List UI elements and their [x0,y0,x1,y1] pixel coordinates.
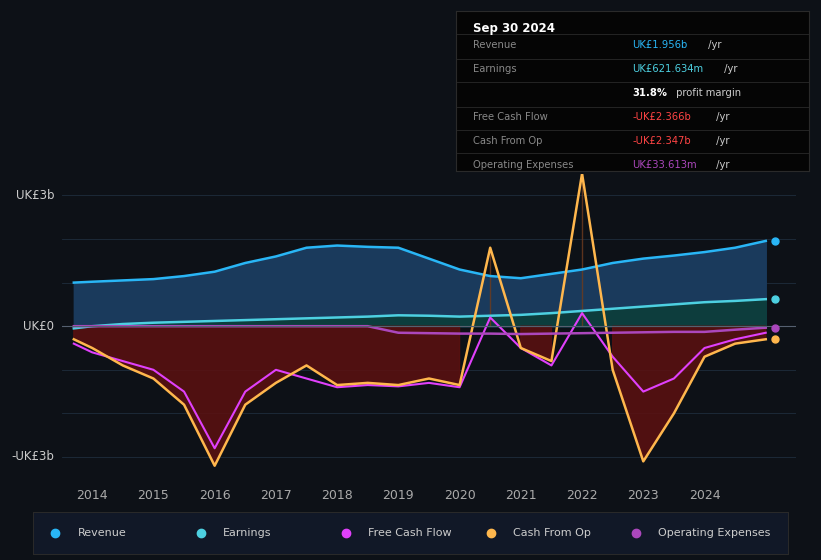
Text: Free Cash Flow: Free Cash Flow [368,529,452,538]
Text: UK£3b: UK£3b [16,189,54,202]
Text: Cash From Op: Cash From Op [474,136,543,146]
Text: Earnings: Earnings [474,64,517,74]
Text: /yr: /yr [705,40,722,50]
Text: Operating Expenses: Operating Expenses [658,529,771,538]
Text: /yr: /yr [713,136,730,146]
Text: Sep 30 2024: Sep 30 2024 [474,22,555,35]
Text: 31.8%: 31.8% [632,88,667,98]
Text: Revenue: Revenue [78,529,127,538]
Text: Operating Expenses: Operating Expenses [474,160,574,170]
Text: profit margin: profit margin [672,88,741,98]
Text: UK£621.634m: UK£621.634m [632,64,704,74]
Text: Earnings: Earnings [223,529,272,538]
Text: Free Cash Flow: Free Cash Flow [474,112,548,122]
Text: UK£1.956b: UK£1.956b [632,40,687,50]
Text: Revenue: Revenue [474,40,516,50]
Text: -UK£2.347b: -UK£2.347b [632,136,690,146]
Text: -UK£3b: -UK£3b [11,450,54,464]
Text: UK£0: UK£0 [23,320,54,333]
Text: Cash From Op: Cash From Op [513,529,591,538]
Text: -UK£2.366b: -UK£2.366b [632,112,691,122]
Text: /yr: /yr [713,112,730,122]
Text: UK£33.613m: UK£33.613m [632,160,697,170]
Text: /yr: /yr [722,64,738,74]
Text: /yr: /yr [713,160,730,170]
